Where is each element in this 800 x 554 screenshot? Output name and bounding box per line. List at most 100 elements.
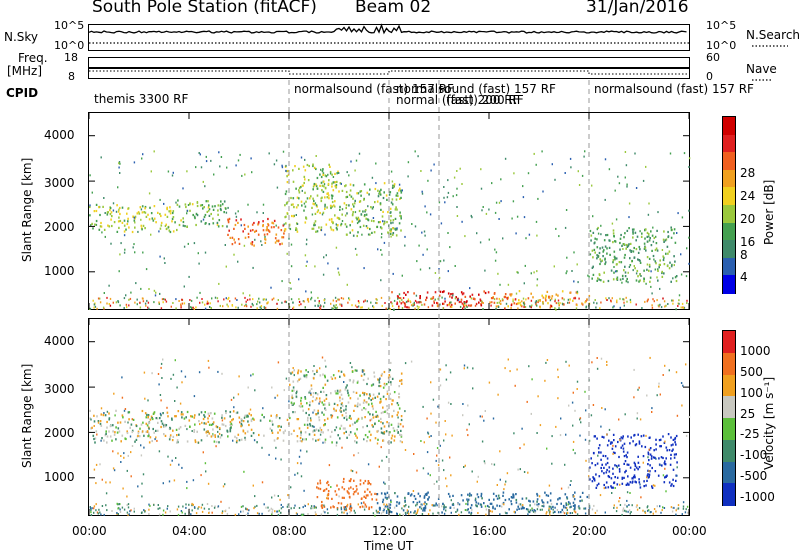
velocity-cell [177,410,180,413]
power-cell [274,237,277,240]
power-echo [120,242,122,245]
velocity-cell [112,430,114,433]
power-cell [313,199,315,202]
power-cell [266,233,269,236]
power-cell [619,248,621,251]
power-cell [298,191,301,194]
velocity-band-cell [573,510,576,513]
power-cell [404,303,407,306]
velocity-echo [619,439,621,441]
velocity-cell [382,439,385,442]
power-band-cell [307,300,310,303]
power-cell [626,245,629,248]
velocity-echo [252,484,254,487]
velocity-band-cell [265,506,267,509]
power-cell [264,241,267,244]
velocity-echo [198,371,201,374]
power-echo [651,292,653,295]
power-cell [369,233,371,236]
velocity-band-cell [591,508,594,511]
velocity-cell [229,410,232,414]
power-echo [242,292,244,295]
power-band-cell [504,307,506,310]
power-cell [151,217,154,220]
power-cell [364,214,366,217]
power-cell [549,304,552,307]
power-cell [283,229,286,232]
power-band-cell [223,298,225,301]
velocity-cell [382,432,384,435]
power-cell [379,226,382,229]
velocity-echo [357,452,360,454]
velocity-cell [468,511,470,514]
power-band-cell [496,297,498,300]
velocity-band-cell [203,507,206,510]
velocity-echo [449,371,452,374]
velocity-cell [601,470,603,473]
power-echo [584,150,586,153]
power-echo [275,224,277,227]
power-echo [325,254,327,257]
power-cell [285,170,288,173]
power-cell [591,266,594,269]
power-echo [205,160,208,163]
power-echo [273,163,276,166]
velocity-cell [665,457,667,460]
power-cell [589,229,592,233]
power-cell [329,226,332,229]
power-cell [284,228,287,231]
velocity-echo [499,478,501,481]
power-echo [334,205,336,208]
power-cell [626,243,628,247]
power-cell [298,186,301,189]
velocity-cell [391,399,394,402]
velocity-band-cell [336,508,339,511]
power-band-cell [416,305,419,308]
power-band-cell [330,302,332,305]
velocity-band-cell [596,509,598,512]
velocity-cell [147,421,150,425]
velocity-cell [298,404,301,408]
velocity-cell [652,456,655,459]
velocity-cell [368,397,370,400]
power-echo [234,212,237,215]
velocity-band-cell [377,510,379,513]
velocity-cell [362,378,365,382]
power-cell [277,239,280,242]
power-cell [632,232,634,235]
velocity-cell [306,419,309,422]
velocity-cell [335,392,337,395]
velocity-cell [224,424,227,428]
power-echo [688,157,691,160]
power-echo [140,218,142,221]
velocity-band-cell [240,505,243,508]
power-cell [436,302,439,305]
power-cell [223,211,225,214]
power-cell [392,184,394,187]
power-cell [128,226,130,229]
velocity-cell [220,434,223,437]
velocity-cell [385,511,388,514]
velocity-cell [350,478,352,481]
power-echo [236,299,238,301]
velocity-cell [396,501,398,504]
velocity-cell [376,430,379,433]
colorbar-swatch [723,331,735,354]
power-band-cell [443,302,445,305]
velocity-echo [427,432,430,435]
power-cell [312,227,315,230]
power-band-cell [450,301,452,304]
power-band-cell [93,306,95,309]
power-cell [366,226,369,230]
velocity-cell [523,507,525,510]
velocity-echo [121,376,123,379]
power-cell [391,291,393,294]
power-cell [169,209,172,212]
velocity-cell [156,417,159,420]
velocity-band-cell [684,511,687,514]
power-band-cell [292,307,294,310]
velocity-cell [534,510,537,513]
power-cell [379,190,381,193]
velocity-cell [379,508,381,511]
power-cell [460,298,463,301]
